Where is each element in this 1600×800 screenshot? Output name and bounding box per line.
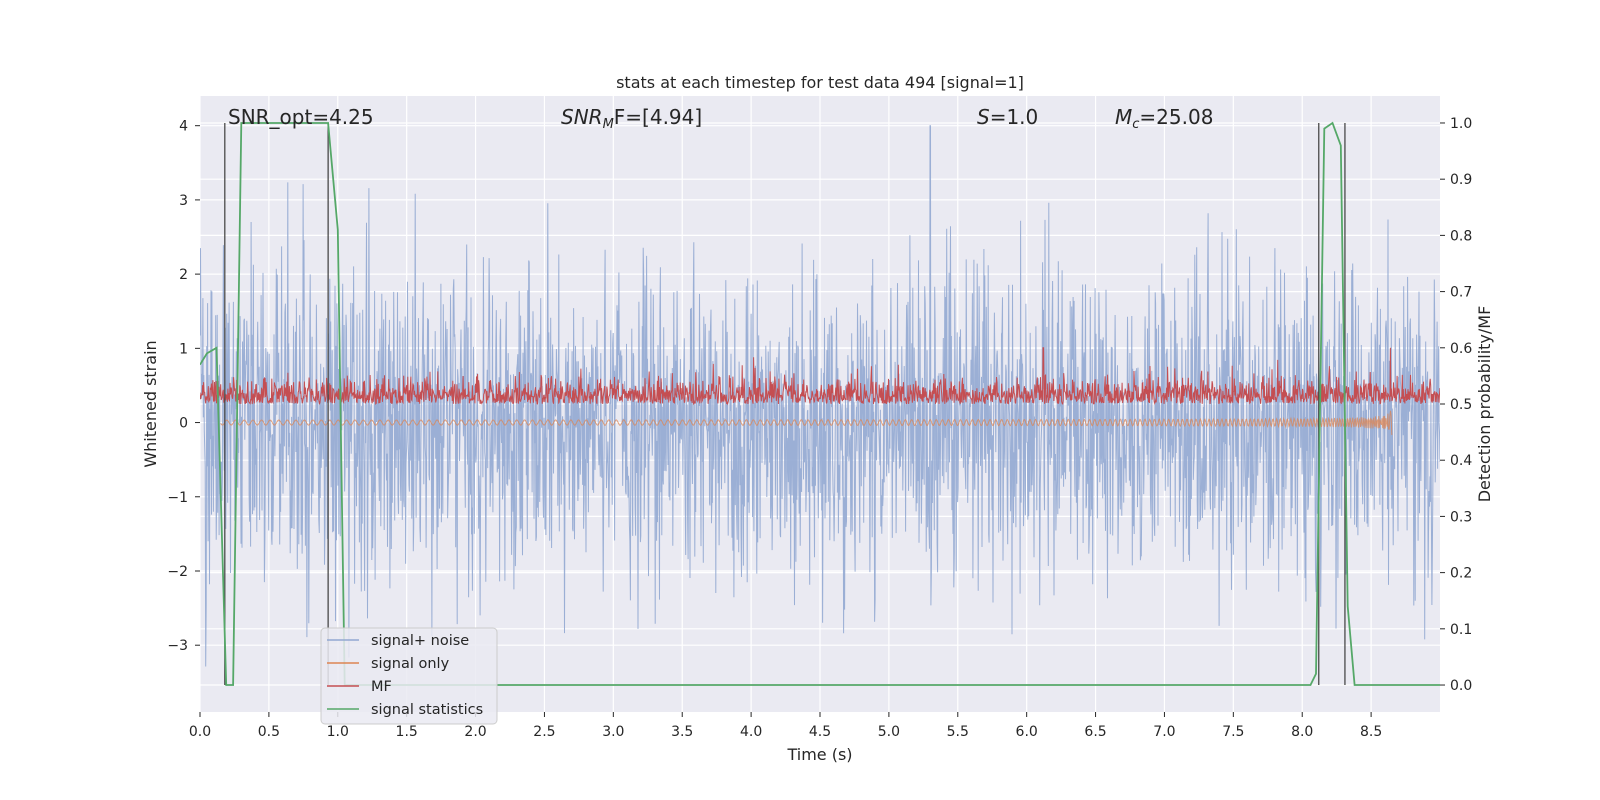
mc-symbol: M	[1115, 105, 1132, 129]
y2-tick-label: 0.7	[1450, 285, 1472, 301]
y2-tick-label: 0.3	[1450, 509, 1472, 525]
x-tick-label: 6.5	[1084, 724, 1106, 740]
chart-title: stats at each timestep for test data 494…	[616, 73, 1024, 92]
snr-mf-value: F=[4.94]	[614, 105, 702, 129]
legend-label-signal-statistics: signal statistics	[371, 702, 483, 718]
y2-tick-label: 0.2	[1450, 566, 1472, 582]
y2-tick-label: 1.0	[1450, 116, 1472, 132]
y2-tick-label: 0.1	[1450, 622, 1472, 638]
y2-axis-label: Detection probability/MF	[1475, 306, 1494, 503]
y-axis-label: Whitened strain	[141, 340, 160, 467]
x-axis-ticks: 0.0 0.5 1.0 1.5 2.0 2.5 3.0 3.5 4.0 4.5 5.0 5.5 6.0 6…	[189, 712, 1382, 740]
y2-tick-label: 0.9	[1450, 172, 1472, 188]
x-tick-label: 2.0	[464, 724, 486, 740]
legend-label-signal-plus-noise: signal+ noise	[371, 633, 469, 649]
y-tick-label: −2	[167, 564, 188, 580]
y2-tick-label: 0.8	[1450, 228, 1472, 244]
x-tick-label: 5.5	[947, 724, 969, 740]
annotation-snr-mf: SNRMF=[4.94]	[561, 105, 702, 132]
y2-tick-label: 0.6	[1450, 341, 1472, 357]
x-tick-label: 7.0	[1153, 724, 1175, 740]
legend-label-signal-only: signal only	[371, 656, 450, 672]
x-tick-label: 1.5	[396, 724, 418, 740]
x-tick-label: 0.5	[258, 724, 280, 740]
series-signal-only	[220, 410, 1393, 436]
mc-subscript: c	[1132, 117, 1139, 132]
y-tick-label: 1	[179, 341, 188, 357]
y-tick-label: 3	[179, 193, 188, 209]
legend-label-mf: MF	[371, 679, 392, 695]
s-symbol: S	[977, 105, 990, 129]
series-signal-plus-noise	[200, 125, 1440, 667]
x-tick-label: 7.5	[1222, 724, 1244, 740]
x-tick-label: 8.0	[1291, 724, 1313, 740]
x-tick-label: 3.0	[602, 724, 624, 740]
y-tick-label: 0	[179, 416, 188, 432]
y-tick-label: 2	[179, 267, 188, 283]
y2-tick-label: 0.5	[1450, 397, 1472, 413]
x-axis-label: Time (s)	[786, 745, 852, 764]
y-tick-label: 4	[179, 119, 188, 135]
y-tick-label: −3	[167, 638, 188, 654]
legend: signal+ noise signal only MF signal stat…	[320, 627, 498, 725]
y2-axis-ticks: 1.0 0.9 0.8 0.7 0.6 0.5 0.4 0.3 0.2 0.1 0.0	[1440, 116, 1472, 694]
y2-tick-label: 0.0	[1450, 678, 1472, 694]
y-axis-ticks: 4 3 2 1 0 −1 −2 −3	[167, 119, 200, 654]
snr-mf-symbol: SNR	[561, 105, 603, 129]
x-tick-label: 4.5	[809, 724, 831, 740]
legend-box	[320, 627, 498, 725]
x-tick-label: 3.5	[671, 724, 693, 740]
x-tick-label: 1.0	[327, 724, 349, 740]
series-mf	[200, 347, 1440, 406]
mc-value: =25.08	[1139, 105, 1213, 129]
y2-tick-label: 0.4	[1450, 453, 1472, 469]
annotation-snr-opt: SNR_opt=4.25	[228, 105, 374, 129]
x-tick-label: 5.0	[878, 724, 900, 740]
x-tick-label: 2.5	[533, 724, 555, 740]
x-tick-label: 4.0	[740, 724, 762, 740]
snr-mf-subscript: M	[603, 117, 614, 132]
x-tick-label: 8.5	[1360, 724, 1382, 740]
annotation-s: S=1.0	[977, 105, 1038, 129]
x-tick-label: 0.0	[189, 724, 211, 740]
s-value: =1.0	[990, 105, 1039, 129]
annotation-mc: Mc=25.08	[1115, 105, 1213, 132]
x-tick-label: 6.0	[1016, 724, 1038, 740]
y-tick-label: −1	[167, 490, 188, 506]
